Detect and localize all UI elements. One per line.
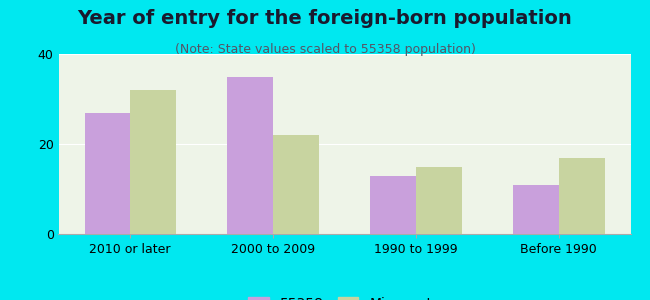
Bar xyxy=(513,184,559,234)
Bar xyxy=(416,167,462,234)
Bar xyxy=(227,76,273,234)
Legend: 55358, Minnesota: 55358, Minnesota xyxy=(242,291,447,300)
Bar xyxy=(130,90,176,234)
Text: Year of entry for the foreign-born population: Year of entry for the foreign-born popul… xyxy=(77,9,573,28)
Bar xyxy=(84,112,130,234)
Bar xyxy=(273,135,318,234)
Text: (Note: State values scaled to 55358 population): (Note: State values scaled to 55358 popu… xyxy=(175,44,475,56)
Bar xyxy=(559,158,604,234)
Bar xyxy=(370,176,416,234)
